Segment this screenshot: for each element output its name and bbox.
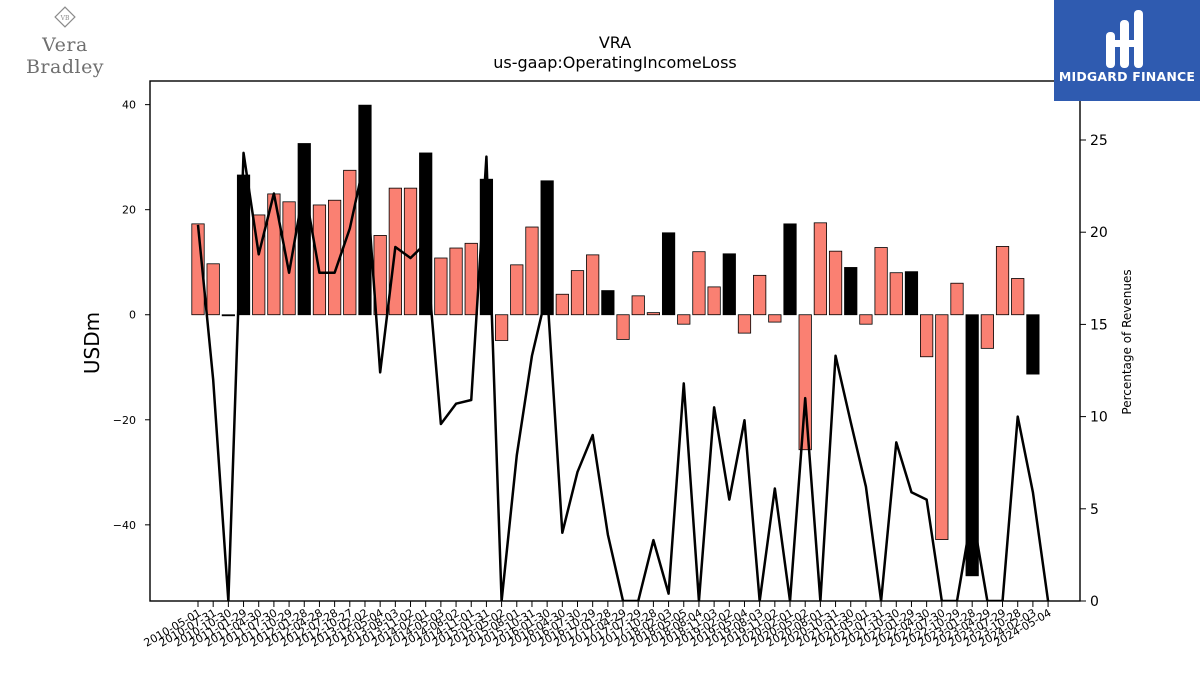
bars-layer (191, 104, 1040, 577)
bar-2010-10-30 (221, 314, 235, 317)
bar-2018-02-03 (661, 232, 676, 316)
bar-2023-07-29 (995, 246, 1010, 316)
bar-2018-05-05 (677, 314, 691, 325)
bar-2016-01-30 (540, 180, 554, 316)
chart-subtitle: us-gaap:OperatingIncomeLoss (493, 53, 737, 72)
bar-2013-11-02 (403, 187, 418, 316)
company-logo: VB Vera Bradley (6, 6, 124, 78)
y-tick-label: 0 (129, 309, 136, 322)
bar-2018-11-03 (707, 286, 721, 316)
bar-2016-10-29 (586, 254, 600, 316)
bar-2022-04-30 (920, 314, 934, 358)
chart-title: VRA (599, 33, 631, 52)
y2-tick-label: 5 (1090, 502, 1099, 518)
company-wordmark: Vera Bradley (25, 34, 105, 78)
bar-2016-07-30 (570, 270, 585, 316)
y2-tick-label: 15 (1090, 317, 1108, 333)
bar-2023-10-28 (1011, 278, 1025, 316)
bar-2022-10-29 (950, 282, 964, 316)
bar-2020-05-02 (798, 314, 812, 451)
midgard-monogram-icon (1106, 10, 1143, 68)
plot-frame (149, 80, 1081, 602)
y2-tick-label: 20 (1090, 225, 1108, 241)
bar-2012-01-28 (297, 143, 311, 316)
y2-tick-label: 10 (1090, 410, 1108, 426)
bar-2015-05-02 (494, 314, 509, 341)
bar-2020-10-31 (828, 250, 843, 316)
bar-2015-08-01 (510, 264, 524, 316)
bar-2019-02-02 (722, 253, 736, 316)
bar-2013-02-02 (358, 104, 372, 316)
bar-2014-11-01 (464, 242, 478, 316)
bar-2012-04-28 (312, 204, 327, 316)
publisher-name: MIDGARD FINANCE (1058, 69, 1196, 84)
bar-2014-05-03 (434, 257, 448, 316)
bar-2019-05-04 (737, 314, 752, 334)
bar-2017-04-29 (616, 314, 630, 340)
bar-2015-10-31 (525, 226, 539, 316)
y-tick-label: 20 (122, 204, 136, 217)
bar-2024-02-03 (1026, 314, 1040, 375)
axes-layer: 40200−20−4025201510502010-05-012010-07-3… (113, 80, 1108, 650)
bar-2011-10-29 (282, 201, 296, 316)
y2-axis-label: Percentage of Revenues (1120, 269, 1134, 414)
bar-2023-04-29 (980, 314, 994, 349)
y-tick-label: −40 (113, 519, 136, 532)
bar-2020-08-01 (813, 222, 827, 316)
percentage-line (196, 151, 1050, 601)
bar-2014-08-02 (449, 247, 463, 316)
bar-2017-07-29 (631, 295, 645, 316)
bar-2018-08-04 (692, 251, 706, 316)
bar-2021-01-30 (844, 267, 858, 316)
y2-tick-label: 0 (1090, 594, 1099, 610)
bar-2023-01-28 (965, 314, 979, 577)
bar-2010-07-31 (206, 263, 220, 316)
y2-tick-label: 25 (1090, 133, 1108, 149)
vb-monogram-icon: VB (54, 6, 76, 28)
bar-2012-10-27 (343, 169, 357, 316)
bar-2019-11-02 (768, 314, 782, 323)
bar-2017-10-28 (646, 312, 661, 316)
bar-2021-10-30 (889, 272, 903, 316)
y-tick-label: −20 (113, 414, 136, 427)
bar-2022-01-29 (904, 271, 919, 316)
bar-2021-07-31 (874, 247, 888, 316)
publisher-logo: MIDGARD FINANCE (1054, 0, 1200, 101)
bar-2016-04-30 (555, 293, 569, 316)
line-layer (196, 151, 1050, 601)
bar-2019-08-03 (753, 274, 767, 316)
y-axis-label: USDm (80, 312, 104, 374)
bar-2021-05-01 (859, 314, 873, 325)
bar-2017-01-28 (601, 290, 615, 316)
y-tick-label: 40 (122, 99, 136, 112)
bar-2020-02-01 (783, 223, 797, 316)
svg-text:VB: VB (60, 15, 70, 22)
bar-2022-07-30 (935, 314, 949, 540)
